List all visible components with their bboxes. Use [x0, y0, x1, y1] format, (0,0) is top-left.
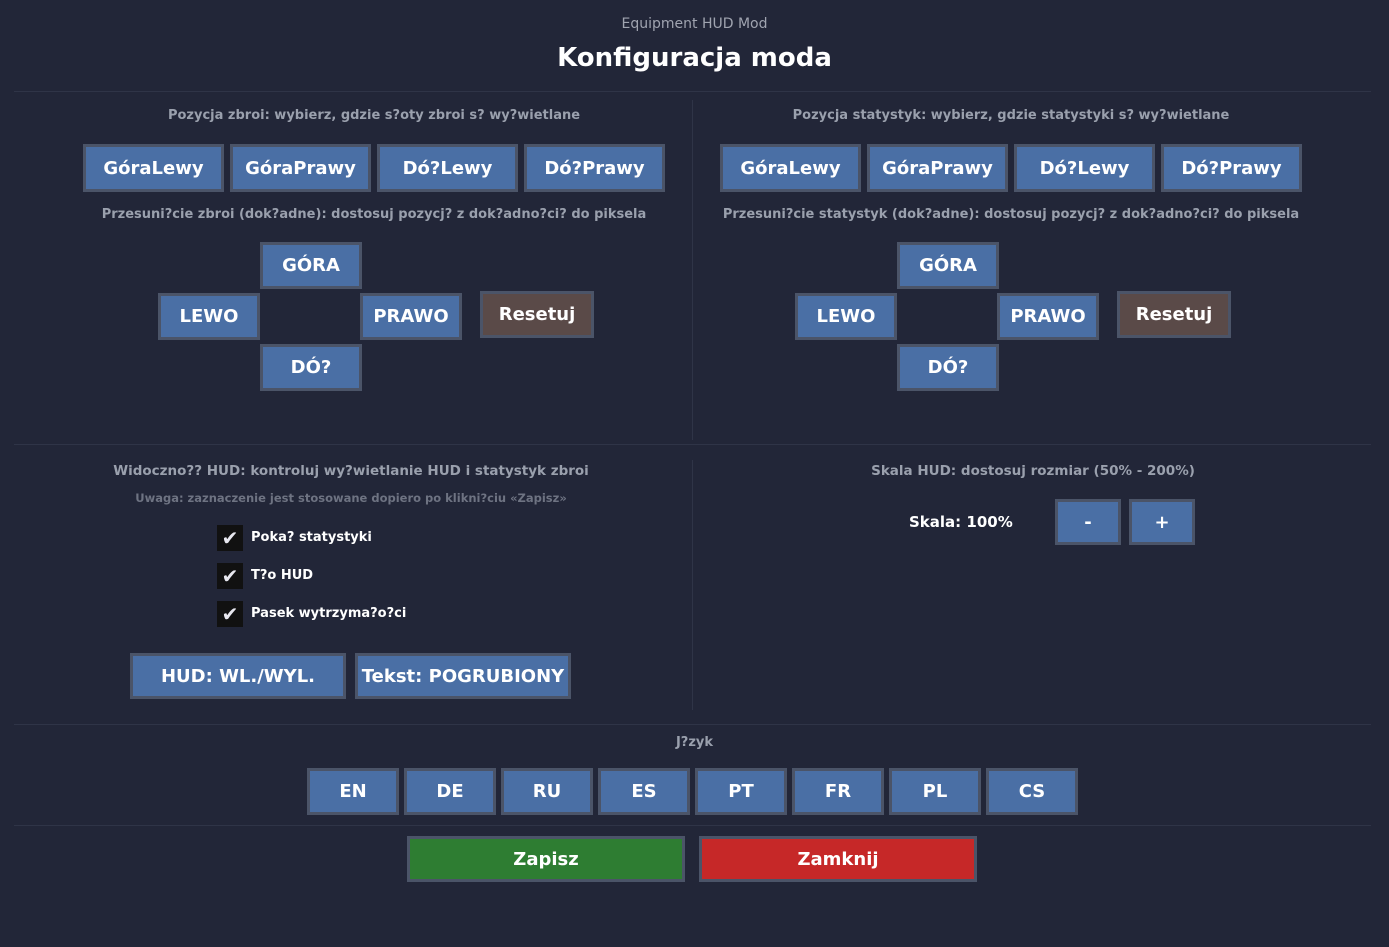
check-icon: ✔ [221, 602, 239, 626]
stats-offset-label: Przesuni?cie statystyk (dok?adne): dosto… [722, 207, 1300, 222]
scale-minus-button[interactable]: - [1055, 499, 1121, 545]
hud-background-checkbox[interactable]: ✔ [217, 563, 243, 589]
armor-reset-button[interactable]: Resetuj [480, 291, 594, 338]
divider [14, 444, 1371, 445]
stats-up-button[interactable]: GÓRA [897, 242, 999, 289]
language-button-pt[interactable]: PT [695, 768, 787, 815]
stats-down-button[interactable]: DÓ? [897, 344, 999, 391]
save-button[interactable]: Zapisz [407, 836, 685, 882]
language-button-de[interactable]: DE [404, 768, 496, 815]
armor-pos-bottom-left[interactable]: Dó?Lewy [377, 144, 518, 192]
language-button-pl[interactable]: PL [889, 768, 981, 815]
stats-right-button[interactable]: PRAWO [997, 293, 1099, 340]
show-stats-checkbox[interactable]: ✔ [217, 525, 243, 551]
stats-reset-button[interactable]: Resetuj [1117, 291, 1231, 338]
divider [692, 460, 693, 710]
language-button-en[interactable]: EN [307, 768, 399, 815]
durability-bar-label: Pasek wytrzyma?o?ci [251, 606, 407, 621]
divider [14, 825, 1371, 826]
armor-up-button[interactable]: GÓRA [260, 242, 362, 289]
check-icon: ✔ [221, 564, 239, 588]
armor-down-button[interactable]: DÓ? [260, 344, 362, 391]
language-button-ru[interactable]: RU [501, 768, 593, 815]
armor-position-label: Pozycja zbroi: wybierz, gdzie s?oty zbro… [167, 108, 581, 123]
scale-plus-button[interactable]: + [1129, 499, 1195, 545]
stats-pos-top-right[interactable]: GóraPrawy [867, 144, 1008, 192]
divider [692, 100, 693, 440]
armor-left-button[interactable]: LEWO [158, 293, 260, 340]
language-button-cs[interactable]: CS [986, 768, 1078, 815]
divider [14, 724, 1371, 725]
check-icon: ✔ [221, 526, 239, 550]
text-bold-button[interactable]: Tekst: POGRUBIONY [355, 653, 571, 699]
divider [14, 91, 1371, 92]
language-button-es[interactable]: ES [598, 768, 690, 815]
page-title: Konfiguracja moda [557, 43, 832, 73]
armor-offset-label: Przesuni?cie zbroi (dok?adne): dostosuj … [101, 207, 647, 222]
stats-pos-top-left[interactable]: GóraLewy [720, 144, 861, 192]
armor-pos-top-right[interactable]: GóraPrawy [230, 144, 371, 192]
app-name: Equipment HUD Mod [621, 16, 768, 32]
hud-toggle-button[interactable]: HUD: WL./WYL. [130, 653, 346, 699]
armor-right-button[interactable]: PRAWO [360, 293, 462, 340]
armor-pos-top-left[interactable]: GóraLewy [83, 144, 224, 192]
language-button-fr[interactable]: FR [792, 768, 884, 815]
durability-bar-checkbox[interactable]: ✔ [217, 601, 243, 627]
armor-pos-bottom-right[interactable]: Dó?Prawy [524, 144, 665, 192]
stats-position-label: Pozycja statystyk: wybierz, gdzie statys… [792, 108, 1230, 123]
stats-left-button[interactable]: LEWO [795, 293, 897, 340]
close-button[interactable]: Zamknij [699, 836, 977, 882]
stats-pos-bottom-right[interactable]: Dó?Prawy [1161, 144, 1302, 192]
visibility-label: Widoczno?? HUD: kontroluj wy?wietlanie H… [113, 463, 589, 479]
visibility-note: Uwaga: zaznaczenie jest stosowane dopier… [135, 491, 567, 505]
show-stats-label: Poka? statystyki [251, 530, 372, 545]
hud-background-label: T?o HUD [251, 568, 314, 583]
language-label: J?zyk [675, 735, 714, 750]
scale-value: Skala: 100% [909, 513, 1013, 531]
scale-label: Skala HUD: dostosuj rozmiar (50% - 200%) [871, 463, 1195, 479]
stats-pos-bottom-left[interactable]: Dó?Lewy [1014, 144, 1155, 192]
